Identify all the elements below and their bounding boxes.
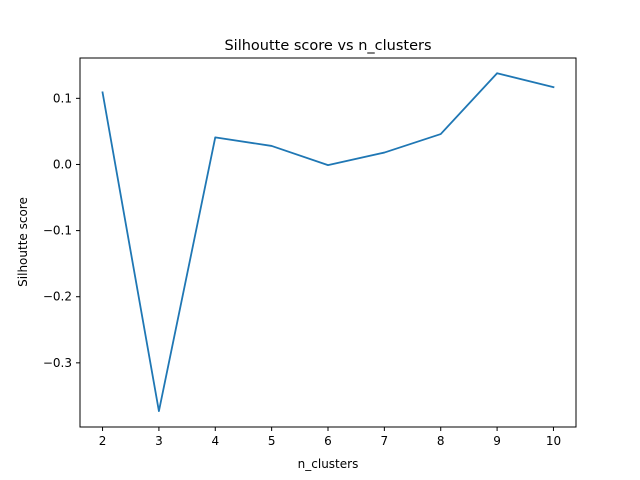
y-axis-label: Silhoutte score [16, 197, 30, 287]
x-tick-label: 8 [437, 434, 445, 448]
x-tick-label: 6 [324, 434, 332, 448]
y-tick-label: −0.1 [43, 224, 72, 238]
chart-title: Silhoutte score vs n_clusters [224, 38, 431, 54]
y-tick-label: 0.1 [53, 91, 72, 105]
x-tick-label: 5 [268, 434, 276, 448]
axis-ticks: 2 3 4 5 6 7 8 9 10 0.1 0.0 −0.1 −0.2 −0.3 [43, 91, 561, 448]
x-tick-label: 10 [546, 434, 561, 448]
x-tick-label: 2 [99, 434, 107, 448]
x-tick-label: 9 [493, 434, 501, 448]
x-tick-label: 4 [211, 434, 219, 448]
y-tick-label: −0.3 [43, 356, 72, 370]
series-layer [101, 72, 555, 413]
x-tick-label: 3 [155, 434, 163, 448]
x-tick-label: 7 [381, 434, 389, 448]
y-tick-label: 0.0 [53, 157, 72, 171]
plot-area-frame [79, 57, 577, 428]
x-axis-label: n_clusters [298, 457, 359, 471]
y-tick-label: −0.2 [43, 290, 72, 304]
series-line [101, 72, 555, 413]
